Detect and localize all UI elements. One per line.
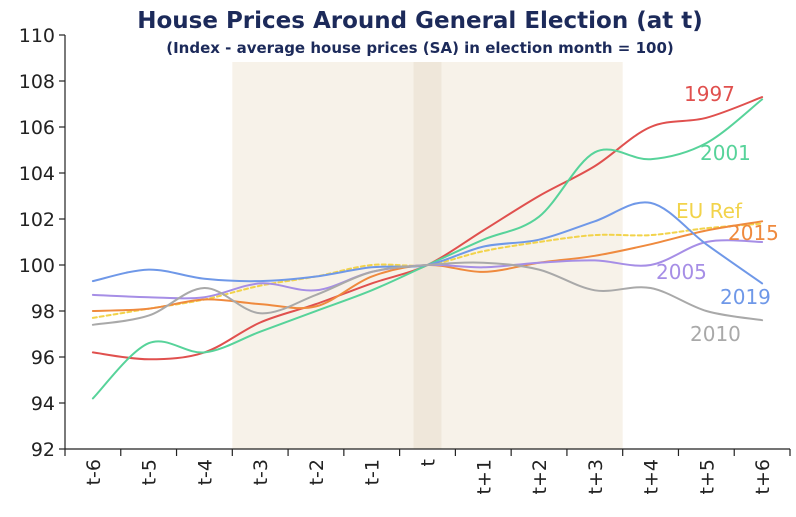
- x-tick-label: t-3: [250, 459, 272, 485]
- series-line-2010: [91, 261, 764, 326]
- y-tick-label: 92: [31, 439, 55, 461]
- x-tick-label: t-4: [194, 459, 216, 485]
- series-label-eu-ref: EU Ref: [676, 199, 743, 223]
- y-tick-label: 98: [31, 301, 55, 323]
- y-tick-label: 102: [19, 209, 55, 231]
- shaded-region-1: [413, 62, 442, 449]
- x-tick-label: t-1: [362, 459, 384, 485]
- y-tick-label: 104: [19, 163, 55, 185]
- series-label-2005: 2005: [656, 260, 707, 284]
- y-tick-label: 100: [19, 255, 55, 277]
- series-label-2019: 2019: [720, 285, 771, 309]
- x-tick-label: t-6: [83, 459, 105, 485]
- series-label-2010: 2010: [690, 322, 741, 346]
- x-tick-label: t-2: [306, 459, 328, 485]
- y-tick-label: 94: [31, 393, 55, 415]
- y-tick-label: 108: [19, 71, 55, 93]
- x-axis-ticks: t-6 t-5 t-4 t-3 t-2 t-1 t t+1 t+2 t+3 t+4 t+5 t+6: [64, 449, 791, 494]
- x-tick-label: t+4: [641, 459, 663, 494]
- chart-title: House Prices Around General Election (at…: [137, 8, 703, 34]
- series-label-2001: 2001: [700, 141, 751, 165]
- shaded-region-layer: [232, 62, 623, 449]
- series-lines: [91, 96, 764, 400]
- x-tick-label: t: [418, 459, 440, 466]
- x-tick-label: t+2: [529, 459, 551, 494]
- y-tick-label: 110: [19, 25, 55, 47]
- x-tick-label: t+1: [473, 459, 495, 494]
- axes: [64, 35, 790, 450]
- x-tick-label: t-5: [139, 459, 161, 485]
- x-tick-label: t+6: [752, 459, 774, 494]
- chart-subtitle: (Index - average house prices (SA) in el…: [166, 39, 674, 57]
- series-label-1997: 1997: [684, 82, 735, 106]
- x-tick-label: t+3: [585, 459, 607, 494]
- x-tick-label: t+5: [696, 459, 718, 494]
- y-tick-label: 106: [19, 117, 55, 139]
- y-axis-ticks: 92 94 96 98 100 102 104 106 108 110: [19, 25, 65, 461]
- y-tick-label: 96: [31, 347, 55, 369]
- series-label-2015: 2015: [728, 221, 779, 245]
